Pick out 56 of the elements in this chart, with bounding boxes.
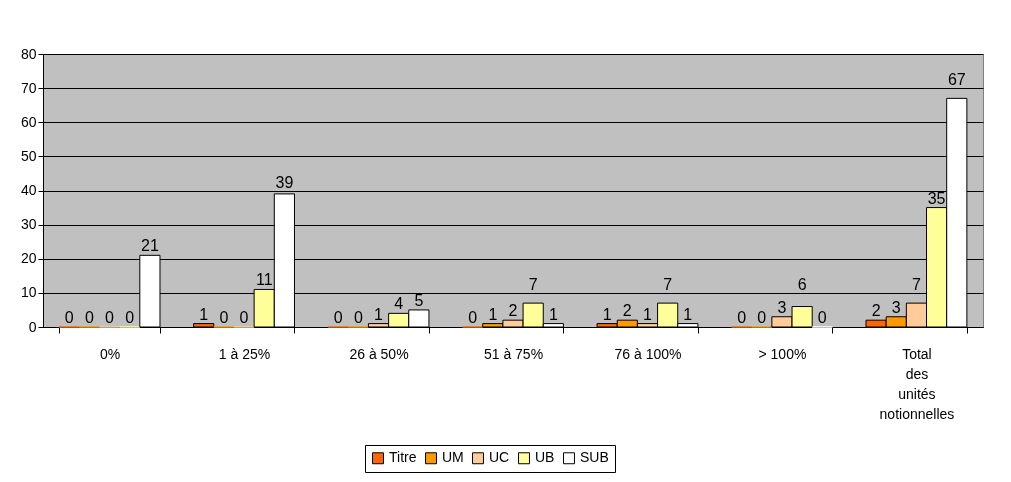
legend-label: SUB [580,449,609,466]
data-label: 3 [777,298,787,316]
y-tick-label: 10 [20,284,37,301]
legend-label: UB [535,449,555,466]
y-tick-label: 20 [20,250,37,267]
data-label: 0 [219,309,229,326]
y-tick-label: 70 [20,79,37,96]
x-tick-label: Total des unités notionnelles [879,345,955,422]
data-label: 67 [947,71,966,89]
data-label: 4 [394,295,404,313]
data-label: 0 [105,309,115,326]
data-label: 0 [84,309,94,326]
data-label: 7 [663,275,673,293]
data-label: 0 [125,309,135,326]
y-tick-label: 30 [20,216,37,233]
data-label: 5 [414,291,424,309]
legend-label: Titre [389,449,417,466]
x-tick-label: 51 à 75% [483,345,544,362]
data-label: 1 [602,305,612,323]
y-tick-label: 60 [20,113,37,130]
data-label: 1 [199,305,209,323]
y-tick-label: 40 [20,182,37,198]
data-label: 11 [255,271,273,289]
data-label: 0 [239,309,249,326]
data-label: 1 [374,305,384,323]
x-tick-label: 0% [99,345,121,362]
y-tick-label: 80 [20,45,37,62]
data-label: 1 [643,305,653,323]
x-tick-label: 1 à 25% [218,345,271,362]
data-label: 2 [622,302,632,320]
data-label: 6 [797,275,807,293]
data-label: 0 [757,309,767,326]
data-label: 21 [141,237,159,255]
data-label: 7 [911,275,921,293]
data-label: 2 [871,302,881,320]
data-label: 0 [333,309,343,326]
data-label: 2 [508,302,518,320]
data-label: 0 [817,309,827,326]
data-label: 0 [737,309,747,326]
data-label: 1 [683,305,693,323]
x-tick-label: 76 à 100% [614,345,682,362]
y-tick-label: 50 [20,147,37,164]
x-tick-label: > 100% [758,345,807,362]
data-label: 7 [528,275,538,293]
data-label: 1 [548,305,558,323]
data-label: 1 [488,305,498,323]
data-label: 0 [353,309,363,326]
x-tick-label: 26 à 50% [349,345,409,362]
data-label: 39 [275,173,294,191]
data-label: 35 [927,189,946,207]
legend-label: UC [489,449,510,466]
y-tick-label: 0 [28,318,37,335]
data-label: 0 [64,309,74,326]
legend-label: UM [442,449,464,466]
data-label: 0 [468,309,478,326]
data-label: 3 [891,298,901,316]
